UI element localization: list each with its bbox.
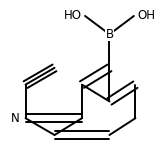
Text: N: N <box>11 112 19 125</box>
Text: HO: HO <box>64 9 82 22</box>
Text: OH: OH <box>137 9 155 22</box>
Text: B: B <box>105 28 113 41</box>
